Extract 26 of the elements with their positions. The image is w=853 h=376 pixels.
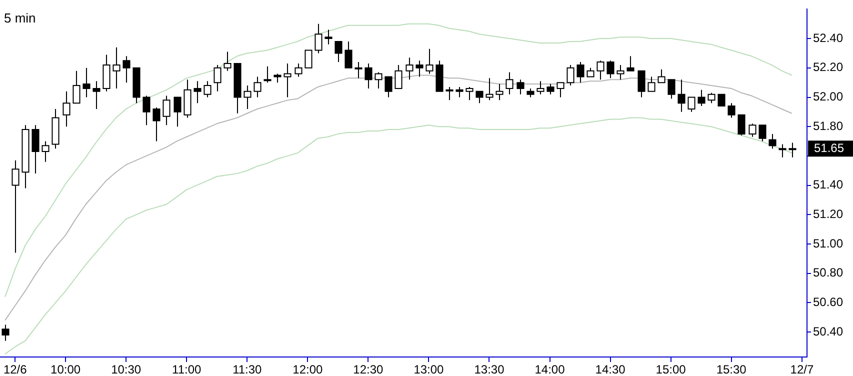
x-tick-label: 13:00 <box>414 362 444 376</box>
y-tick-label: 51.20 <box>813 206 844 221</box>
text: 51.65 <box>814 140 844 155</box>
chart-title: 5 min <box>4 10 36 26</box>
x-tick-label: 10:30 <box>111 362 142 376</box>
y-tick-label: 52.40 <box>813 30 844 45</box>
x-tick-label: 12/7 <box>790 362 814 376</box>
x-tick-label: 15:00 <box>656 362 686 376</box>
x-tick-label: 14:00 <box>534 362 566 376</box>
y-tick-label: 51.00 <box>813 236 844 250</box>
x-tick-label: 13:30 <box>474 362 505 376</box>
y-tick-label: 52.00 <box>813 90 844 104</box>
y-tick-label: 50.60 <box>813 295 844 310</box>
x-tick-label: 12:30 <box>353 362 384 376</box>
y-tick-label: 51.40 <box>813 178 844 192</box>
y-tick-label: 50.80 <box>813 266 844 280</box>
x-tick-label: 10:00 <box>50 362 81 376</box>
y-tick-label: 51.80 <box>813 118 844 133</box>
y-tick-label: 52.20 <box>813 60 844 74</box>
y-tick-label: 50.40 <box>813 324 844 338</box>
x-tick-label: 11:00 <box>172 362 202 376</box>
x-tick-label: 14:30 <box>595 362 626 376</box>
x-tick-label: 12:00 <box>292 362 324 376</box>
x-tick-label: 11:30 <box>232 362 262 376</box>
x-tick-label: 15:30 <box>716 362 747 376</box>
x-tick-label: 12/6 <box>3 362 28 376</box>
